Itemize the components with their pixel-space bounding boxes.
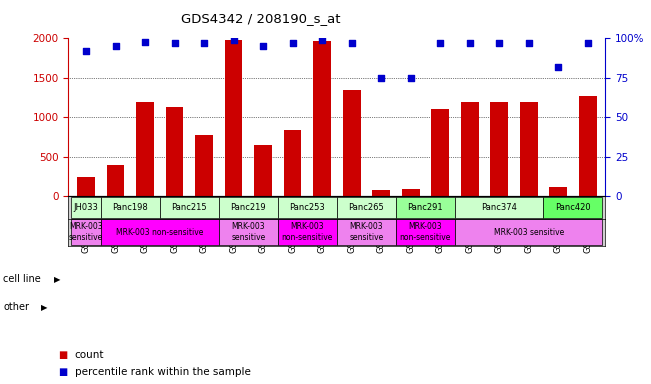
Point — [553, 64, 563, 70]
Text: percentile rank within the sample: percentile rank within the sample — [75, 367, 251, 377]
Point — [258, 43, 268, 50]
Point — [583, 40, 593, 46]
Text: ▶: ▶ — [41, 303, 48, 312]
Point — [376, 75, 386, 81]
Text: Panc420: Panc420 — [555, 203, 590, 212]
Text: count: count — [75, 350, 104, 360]
Bar — [337, 197, 396, 218]
Text: Panc291: Panc291 — [408, 203, 443, 212]
Text: GDS4342 / 208190_s_at: GDS4342 / 208190_s_at — [180, 12, 340, 25]
Bar — [402, 189, 419, 196]
Text: Panc215: Panc215 — [171, 203, 207, 212]
Text: ▶: ▶ — [54, 275, 61, 284]
Text: MRK-003 sensitive: MRK-003 sensitive — [493, 228, 564, 237]
Bar — [101, 219, 219, 245]
Text: MRK-003
non-sensitive: MRK-003 non-sensitive — [400, 222, 451, 242]
Text: Panc219: Panc219 — [230, 203, 266, 212]
Text: other: other — [3, 302, 29, 312]
Bar — [396, 197, 455, 218]
Bar — [461, 103, 478, 196]
Bar — [219, 219, 278, 245]
Point — [523, 40, 534, 46]
Bar — [455, 197, 544, 218]
Bar — [101, 197, 160, 218]
Text: JH033: JH033 — [74, 203, 98, 212]
Point — [111, 43, 121, 50]
Bar — [107, 165, 124, 196]
Point — [199, 40, 210, 46]
Bar — [255, 145, 272, 196]
Bar — [337, 219, 396, 245]
Bar — [432, 109, 449, 196]
Text: Panc265: Panc265 — [348, 203, 384, 212]
Bar — [77, 177, 95, 196]
Bar — [195, 135, 213, 196]
Point — [317, 37, 327, 43]
Bar — [313, 41, 331, 196]
Text: MRK-003
sensitive: MRK-003 sensitive — [350, 222, 383, 242]
Text: Panc198: Panc198 — [113, 203, 148, 212]
Point — [435, 40, 445, 46]
Text: MRK-003
sensitive: MRK-003 sensitive — [69, 222, 104, 242]
Text: cell line: cell line — [3, 274, 41, 284]
Bar — [549, 187, 567, 196]
Bar — [284, 130, 301, 196]
Point — [169, 40, 180, 46]
Bar — [160, 197, 219, 218]
Text: MRK-003 non-sensitive: MRK-003 non-sensitive — [116, 228, 204, 237]
Bar — [278, 219, 337, 245]
Bar — [544, 197, 602, 218]
Bar — [225, 40, 242, 196]
Bar — [579, 96, 596, 196]
Bar — [72, 197, 101, 218]
Bar — [278, 197, 337, 218]
Text: ■: ■ — [59, 367, 68, 377]
Text: ■: ■ — [59, 350, 68, 360]
Bar — [490, 102, 508, 196]
Text: Panc374: Panc374 — [481, 203, 517, 212]
Point — [346, 40, 357, 46]
Point — [140, 38, 150, 45]
Point — [464, 40, 475, 46]
Bar — [396, 219, 455, 245]
Text: Panc253: Panc253 — [290, 203, 326, 212]
Bar — [72, 219, 101, 245]
Bar — [136, 102, 154, 196]
Point — [81, 48, 91, 54]
Text: MRK-003
non-sensitive: MRK-003 non-sensitive — [282, 222, 333, 242]
Point — [406, 75, 416, 81]
Bar — [343, 90, 361, 196]
Point — [494, 40, 505, 46]
Bar — [219, 197, 278, 218]
Point — [229, 37, 239, 43]
Bar — [372, 190, 390, 196]
Bar — [455, 219, 602, 245]
Text: MRK-003
sensitive: MRK-003 sensitive — [231, 222, 266, 242]
Bar — [520, 103, 538, 196]
Bar — [166, 107, 184, 196]
Point — [288, 40, 298, 46]
